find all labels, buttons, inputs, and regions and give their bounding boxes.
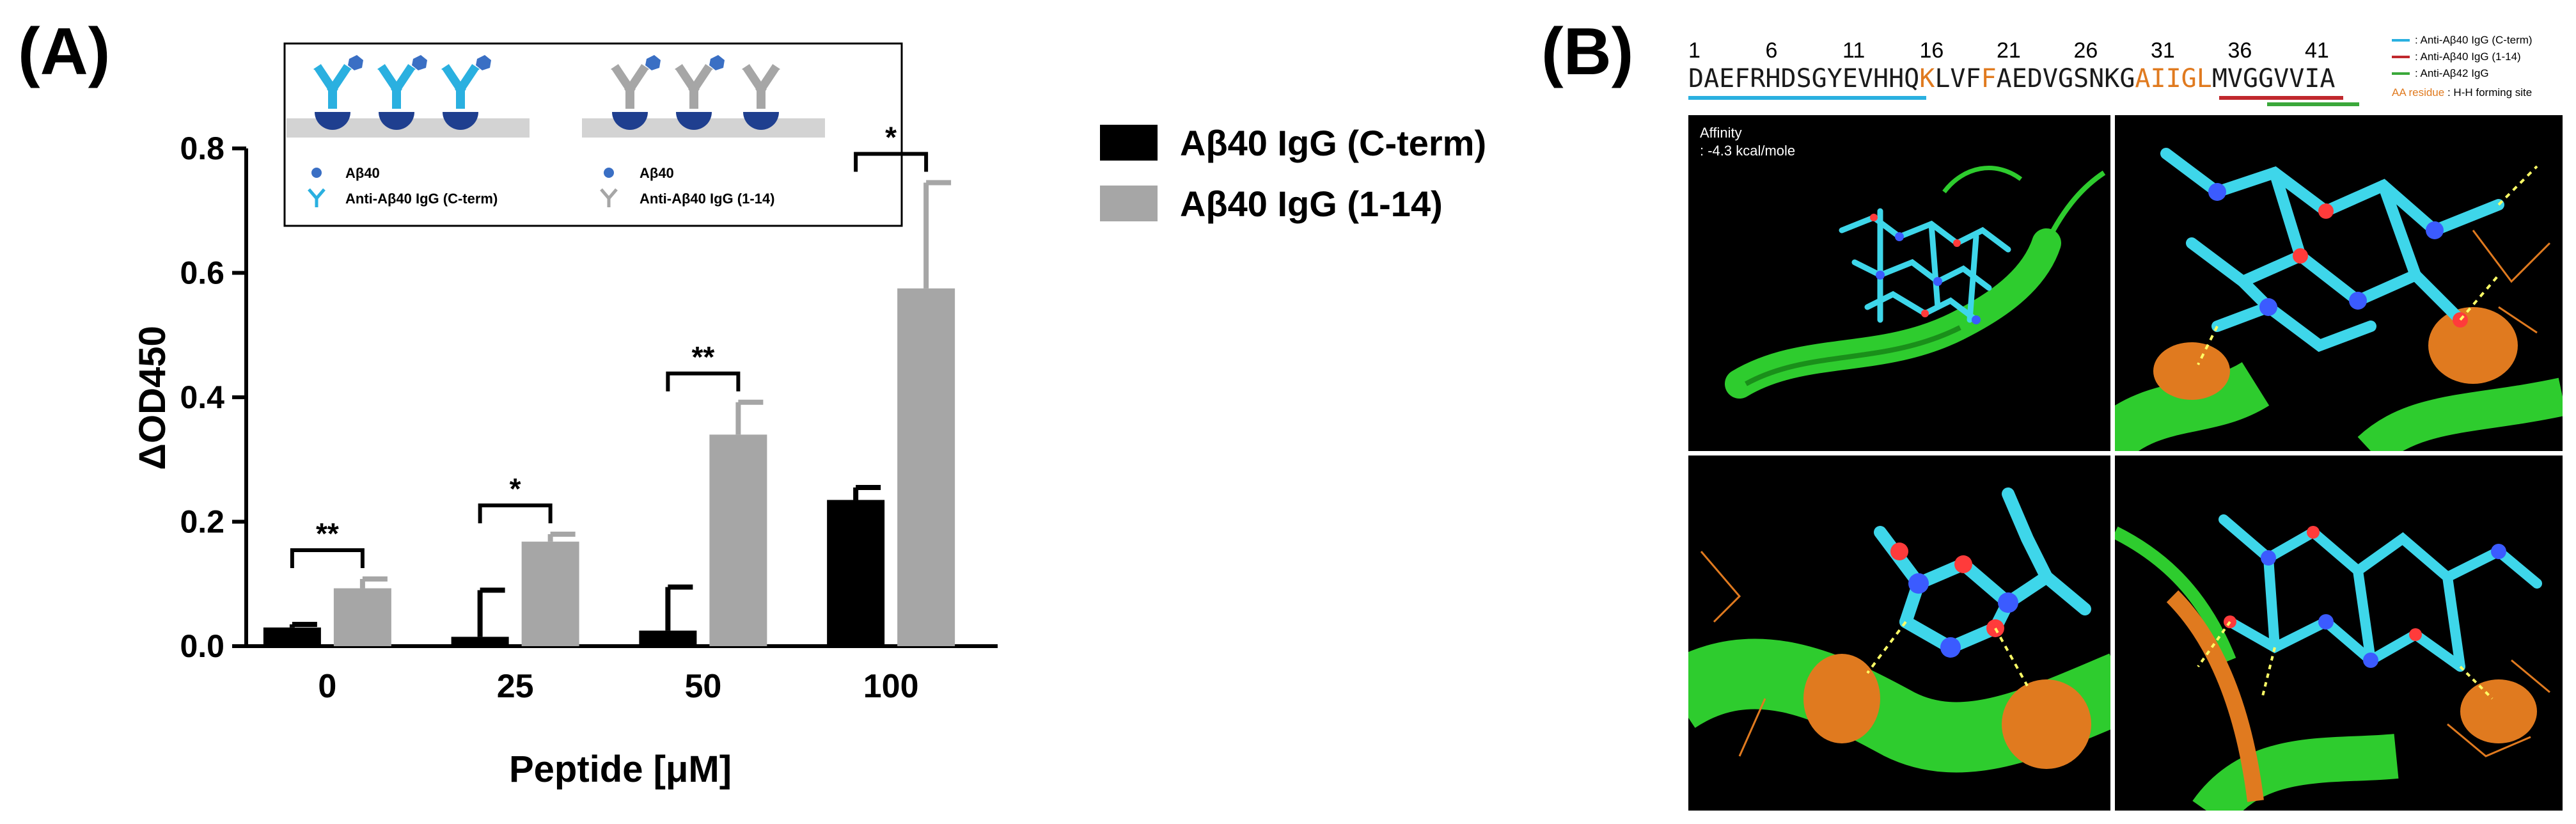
sequence-segment: K <box>1919 64 1935 93</box>
legend-label-cterm: Aβ40 IgG (C-term) <box>1180 123 1486 163</box>
residue-number: 31 <box>2151 38 2175 63</box>
abeta40-dot-icon <box>311 168 322 178</box>
significance-bracket <box>290 548 365 568</box>
panel-b-label: (B) <box>1541 15 1634 89</box>
underline-1-14 <box>2219 96 2343 100</box>
inset-legend-label: Aβ40 <box>640 165 674 181</box>
sequence-segment: DAEFRHDSGYEVHHQ <box>1688 64 1920 93</box>
sequence-segment: F <box>1981 64 1997 93</box>
legend-row-1-14: : Anti-Aβ40 IgG (1-14) <box>2392 49 2564 65</box>
legend-row-abeta42: : Anti-Aβ42 IgG <box>2392 65 2564 82</box>
affinity-label: Affinity : -4.3 kcal/mole <box>1700 124 1795 160</box>
docking-zoom-image-3 <box>2115 514 2550 811</box>
sequence-segment: AEDVGSNKG <box>1996 64 2135 93</box>
docking-panel-zoom-2 <box>1688 456 2110 811</box>
residue-number: 41 <box>2305 38 2329 63</box>
significance-bracket <box>854 152 929 172</box>
residue-number: 1 <box>1688 38 1700 63</box>
bar <box>333 588 391 646</box>
inset-legend-label: Anti-Aβ40 IgG (1-14) <box>640 191 774 207</box>
significance-bracket <box>478 503 553 523</box>
residue-number: 36 <box>2227 38 2252 63</box>
sequence-segment: LVF <box>1935 64 1981 93</box>
bar <box>451 637 509 646</box>
aa-residue-key: AA residue <box>2392 86 2445 99</box>
x-tick-label: 0 <box>318 668 336 705</box>
y-tick-label: 0.6 <box>180 255 224 291</box>
significance-label: ** <box>316 517 339 550</box>
antibody-icon <box>673 55 725 130</box>
bar <box>263 627 321 646</box>
y-axis-title: ΔOD450 <box>132 326 173 470</box>
docking-panel-zoom-3 <box>2115 456 2563 811</box>
affinity-value: : -4.3 kcal/mole <box>1700 143 1796 159</box>
aa-residue-text: : H-H forming site <box>2447 86 2533 99</box>
significance-label: ** <box>691 340 714 374</box>
bar-chart: Aβ40 Anti-Aβ40 IgG (C-term) Aβ40 Anti-Aβ… <box>132 42 1486 790</box>
docking-overview-image <box>1725 166 2106 399</box>
y-tick-label: 0.0 <box>180 628 224 664</box>
docking-zoom-image-1 <box>2115 148 2563 451</box>
y-tick-label: 0.4 <box>180 379 224 415</box>
antibody-icon <box>741 64 781 130</box>
legend-line-icon <box>2392 39 2410 42</box>
significance-label: * <box>885 120 897 154</box>
legend-label: : Anti-Aβ42 IgG <box>2415 67 2489 79</box>
affinity-title: Affinity <box>1700 125 1742 141</box>
antibody-icon <box>440 55 491 130</box>
legend-swatch-1-14 <box>1100 186 1158 221</box>
x-tick-label: 100 <box>863 668 919 705</box>
docking-zoom-image-2 <box>1688 487 2110 773</box>
significance-label: * <box>510 472 521 505</box>
residue-number: 6 <box>1765 38 1778 63</box>
x-tick-label: 25 <box>497 668 534 705</box>
peptide-sequence: DAEFRHDSGYEVHHQKLVFFAEDVGSNKGAIIGLMVGGVV… <box>1688 64 2336 93</box>
residue-number: 26 <box>2073 38 2098 63</box>
antibody-icon <box>609 55 661 130</box>
bar <box>827 500 885 646</box>
chart-legend: Aβ40 IgG (C-term) Aβ40 IgG (1-14) <box>1100 123 1486 224</box>
residue-number-row: 1 6 11 16 21 26 31 36 41 <box>1688 38 2366 64</box>
y-tick-label: 0.2 <box>180 504 224 540</box>
legend-line-icon <box>2392 56 2410 58</box>
legend-swatch-cterm <box>1100 125 1158 161</box>
panel-b-legend: : Anti-Aβ40 IgG (C-term) : Anti-Aβ40 IgG… <box>2392 32 2564 101</box>
y-tick-label: 0.8 <box>180 131 224 166</box>
x-axis-title: Peptide [μM] <box>509 749 732 790</box>
legend-label: : Anti-Aβ40 IgG (C-term) <box>2415 34 2533 46</box>
aa-residue-note: AA residue : H-H forming site <box>2392 84 2564 101</box>
underline-cterm <box>1688 96 1926 100</box>
legend-row-cterm: : Anti-Aβ40 IgG (C-term) <box>2392 32 2564 49</box>
panel-a-label: (A) <box>18 15 111 89</box>
antibody-icon <box>376 55 427 130</box>
x-tick-label: 50 <box>684 668 721 705</box>
antibody-icon <box>312 55 363 130</box>
legend-line-icon <box>2392 72 2410 75</box>
significance-bracket <box>666 371 741 392</box>
bar <box>709 434 767 646</box>
bar <box>897 288 955 646</box>
residue-number: 21 <box>1997 38 2021 63</box>
abeta40-dot-icon <box>604 168 614 178</box>
sequence-segment: MVGGVVIA <box>2211 64 2336 93</box>
antibody-1-14-icon <box>600 188 618 207</box>
legend-label: : Anti-Aβ40 IgG (1-14) <box>2415 51 2521 63</box>
bar <box>521 541 579 646</box>
inset-schematic: Aβ40 Anti-Aβ40 IgG (C-term) Aβ40 Anti-Aβ… <box>283 42 903 227</box>
inset-legend-label: Anti-Aβ40 IgG (C-term) <box>345 191 498 207</box>
underline-abeta42 <box>2267 102 2359 106</box>
docking-panel-overview: Affinity : -4.3 kcal/mole <box>1688 115 2110 451</box>
inset-legend-label: Aβ40 <box>345 165 380 181</box>
docking-panel-zoom-1 <box>2115 115 2563 451</box>
sequence-segment: AIIGL <box>2135 64 2212 93</box>
legend-label-1-14: Aβ40 IgG (1-14) <box>1180 184 1443 224</box>
antibody-cterm-icon <box>308 188 326 207</box>
residue-number: 16 <box>1919 38 1944 63</box>
bar <box>639 630 697 646</box>
residue-number: 11 <box>1842 38 1865 63</box>
